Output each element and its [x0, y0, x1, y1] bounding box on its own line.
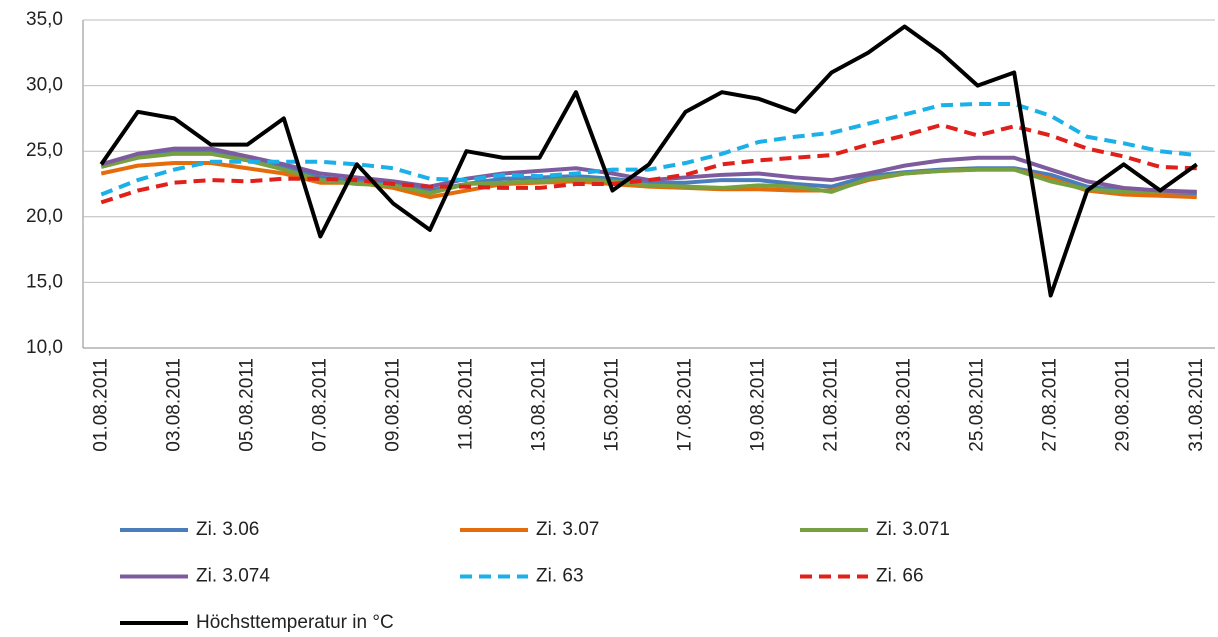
legend-label: Höchsttemperatur in °C [196, 612, 394, 633]
legend-label: Zi. 3.06 [196, 519, 259, 540]
x-tick-label: 07.08.2011 [309, 358, 330, 452]
y-tick-label: 15,0 [26, 271, 63, 292]
legend-label: Zi. 3.071 [876, 519, 950, 540]
x-tick-label: 03.08.2011 [163, 358, 184, 452]
y-tick-label: 25,0 [26, 140, 63, 161]
series-line [100, 151, 1197, 196]
y-tick-label: 10,0 [26, 337, 63, 358]
x-tick-label: 11.08.2011 [455, 358, 476, 450]
x-tick-label: 15.08.2011 [601, 358, 622, 452]
x-tick-label: 09.08.2011 [382, 358, 403, 452]
y-tick-label: 30,0 [26, 75, 63, 96]
x-tick-label: 01.08.2011 [90, 358, 111, 452]
x-tick-label: 13.08.2011 [528, 358, 549, 452]
legend-label: Zi. 66 [876, 566, 924, 587]
y-tick-label: 35,0 [26, 9, 63, 30]
x-tick-label: 29.08.2011 [1113, 358, 1134, 452]
y-tick-label: 20,0 [26, 206, 63, 227]
x-tick-label: 17.08.2011 [675, 358, 696, 452]
x-tick-label: 31.08.2011 [1186, 358, 1207, 452]
legend-label: Zi. 3.074 [196, 566, 270, 587]
x-tick-label: 27.08.2011 [1040, 358, 1061, 452]
x-tick-label: 25.08.2011 [967, 358, 988, 452]
legend-label: Zi. 63 [536, 566, 584, 587]
series-line [100, 101, 1197, 197]
x-tick-label: 05.08.2011 [236, 358, 257, 452]
series-line [100, 122, 1197, 205]
x-tick-label: 21.08.2011 [821, 358, 842, 452]
x-tick-label: 19.08.2011 [748, 358, 769, 452]
legend-label: Zi. 3.07 [536, 519, 599, 540]
series-line [99, 24, 1198, 298]
x-tick-label: 23.08.2011 [894, 358, 915, 452]
